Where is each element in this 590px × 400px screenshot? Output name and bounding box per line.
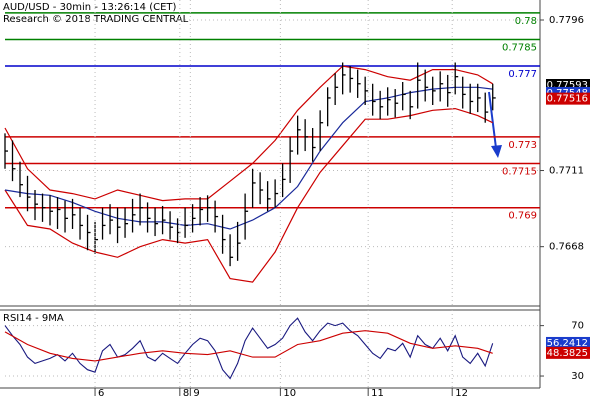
price-box-label: 56.2412	[547, 338, 588, 349]
price-box-label: 48.3825	[547, 348, 588, 359]
level-label: 0.769	[508, 211, 537, 222]
y-tick-label: 70	[571, 321, 584, 332]
x-tick-label: 9	[193, 388, 199, 399]
y-tick-label: 30	[571, 371, 584, 382]
y-tick-label: 0.7668	[549, 242, 584, 253]
price-box	[546, 336, 590, 349]
series-line	[4, 317, 494, 380]
x-tick-label: 12	[455, 388, 468, 399]
x-tick-label: 10	[283, 388, 296, 399]
price-box-label: 0.77593	[547, 80, 588, 91]
chart-subtitle: Research © 2018 TRADING CENTRAL	[3, 14, 189, 25]
arrow-shaft	[488, 91, 497, 149]
price-box	[546, 346, 590, 359]
price-box-label: 0.77516	[547, 94, 588, 105]
series-line	[4, 330, 493, 362]
y-tick-label: 0.7796	[549, 15, 584, 26]
x-tick-label: 11	[371, 388, 384, 399]
level-label: 0.773	[508, 140, 537, 151]
level-label: 0.78	[515, 16, 537, 27]
level-label: 0.7785	[502, 42, 537, 53]
y-tick-label: 0.7711	[549, 166, 584, 177]
level-label: 0.777	[508, 69, 537, 80]
rsi-title: RSI14 - 9MA	[3, 313, 64, 324]
x-tick-label: 8	[183, 388, 189, 399]
price-box	[546, 92, 590, 105]
chart-title: AUD/USD - 30min - 13:26:14 (CET)	[3, 2, 177, 13]
arrow-head	[491, 145, 502, 158]
forecast-arrow	[488, 91, 502, 158]
level-label: 0.7715	[502, 166, 537, 177]
x-tick-label: 6	[98, 388, 104, 399]
